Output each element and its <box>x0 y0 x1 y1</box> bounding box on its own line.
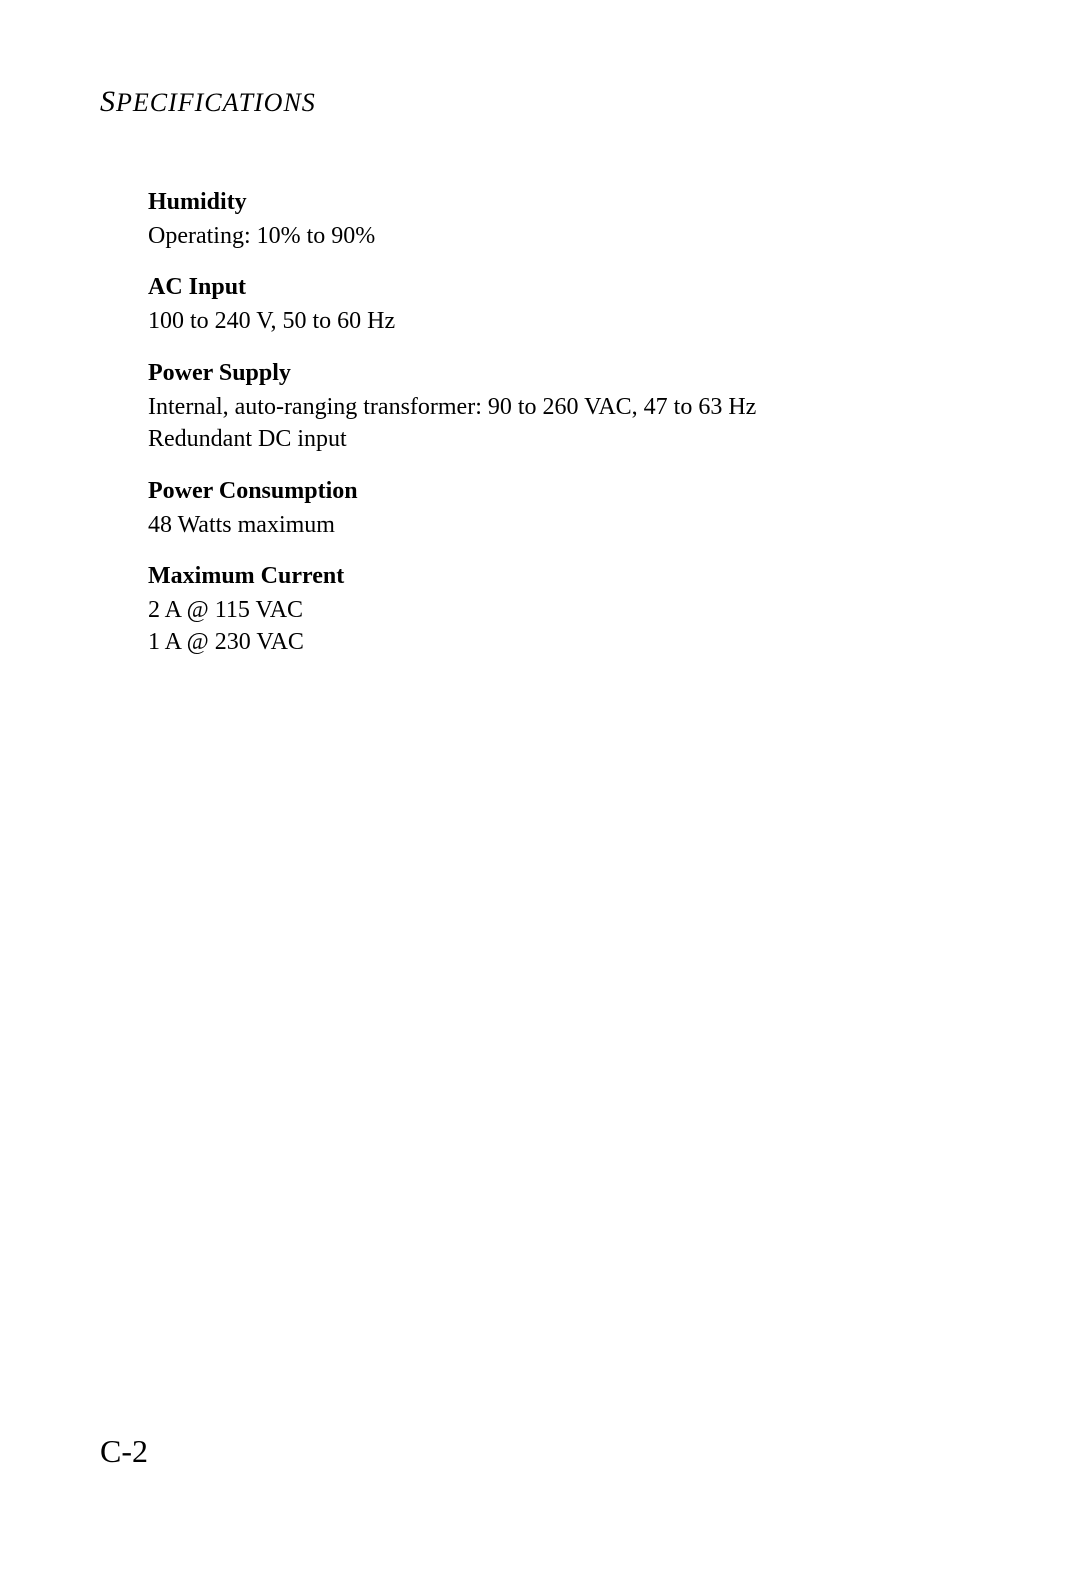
spec-heading-maximum-current: Maximum Current <box>148 563 980 590</box>
header-title-rest: PECIFICATIONS <box>116 88 316 117</box>
specifications-content: Humidity Operating: 10% to 90% AC Input … <box>100 189 980 659</box>
spec-heading-power-consumption: Power Consumption <box>148 478 980 505</box>
spec-text-maximum-current-1: 2 A @ 115 VAC <box>148 594 980 626</box>
spec-section-humidity: Humidity Operating: 10% to 90% <box>148 189 980 252</box>
spec-heading-humidity: Humidity <box>148 189 980 216</box>
spec-section-power-consumption: Power Consumption 48 Watts maximum <box>148 478 980 541</box>
spec-heading-ac-input: AC Input <box>148 274 980 301</box>
spec-section-power-supply: Power Supply Internal, auto-ranging tran… <box>148 360 980 456</box>
spec-section-ac-input: AC Input 100 to 240 V, 50 to 60 Hz <box>148 274 980 337</box>
spec-heading-power-supply: Power Supply <box>148 360 980 387</box>
spec-section-maximum-current: Maximum Current 2 A @ 115 VAC 1 A @ 230 … <box>148 563 980 659</box>
spec-text-maximum-current-2: 1 A @ 230 VAC <box>148 626 980 658</box>
spec-text-power-supply-2: Redundant DC input <box>148 423 980 455</box>
page-number: C-2 <box>100 1433 148 1470</box>
page-header-title: SPECIFICATIONS <box>100 85 980 119</box>
spec-text-humidity: Operating: 10% to 90% <box>148 220 980 252</box>
header-first-letter: S <box>100 85 116 118</box>
spec-text-power-consumption: 48 Watts maximum <box>148 509 980 541</box>
spec-text-power-supply-1: Internal, auto-ranging transformer: 90 t… <box>148 391 980 423</box>
spec-text-ac-input: 100 to 240 V, 50 to 60 Hz <box>148 305 980 337</box>
